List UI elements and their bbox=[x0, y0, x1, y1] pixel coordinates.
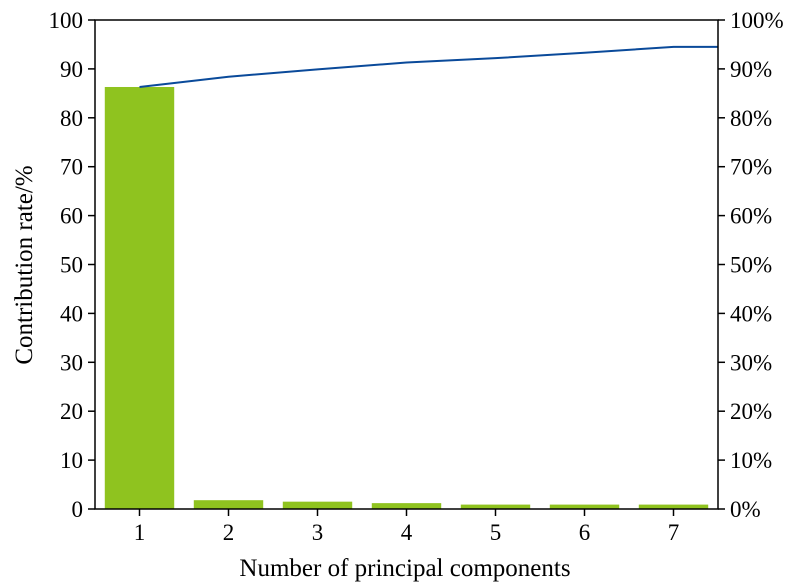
y-tick-label: 50 bbox=[60, 253, 83, 278]
y-right-tick-label: 90% bbox=[730, 57, 772, 82]
x-tick-label: 5 bbox=[490, 520, 502, 545]
y-right-tick-label: 20% bbox=[730, 399, 772, 424]
x-tick-label: 2 bbox=[223, 520, 235, 545]
bar-4 bbox=[371, 503, 442, 509]
y-axis-title: Contribution rate/% bbox=[11, 165, 38, 364]
y-tick-label: 60 bbox=[60, 204, 83, 229]
y-tick-label: 70 bbox=[60, 155, 83, 180]
y-tick-label: 90 bbox=[60, 57, 83, 82]
x-tick-label: 6 bbox=[579, 520, 591, 545]
x-tick-label: 7 bbox=[668, 520, 680, 545]
y-right-tick-label: 10% bbox=[730, 448, 772, 473]
bar-6 bbox=[549, 504, 620, 509]
y-right-tick-label: 70% bbox=[730, 155, 772, 180]
y-tick-label: 40 bbox=[60, 301, 83, 326]
x-axis-title: Number of principal components bbox=[239, 555, 570, 582]
y-tick-label: 30 bbox=[60, 350, 83, 375]
y-tick-label: 20 bbox=[60, 399, 83, 424]
y-tick-label: 10 bbox=[60, 448, 83, 473]
y-tick-label: 80 bbox=[60, 106, 83, 131]
y-right-tick-label: 100% bbox=[730, 8, 784, 33]
y-right-tick-label: 0% bbox=[730, 497, 761, 522]
line-group bbox=[139, 45, 718, 88]
bar-2 bbox=[193, 500, 264, 509]
y-tick-label: 100 bbox=[49, 8, 84, 33]
y-right-tick-label: 40% bbox=[730, 301, 772, 326]
ticks-group: 0 10 20 30 40 50 60 70 80 90 100 0% 10% 20% 30% 40% 50% 6… bbox=[49, 8, 784, 545]
plot-frame bbox=[94, 19, 719, 510]
y-right-tick-label: 50% bbox=[730, 253, 772, 278]
x-tick-label: 1 bbox=[134, 520, 146, 545]
bar-5 bbox=[460, 504, 531, 509]
x-tick-label: 3 bbox=[312, 520, 324, 545]
axes-group bbox=[94, 19, 719, 510]
bar-3 bbox=[282, 501, 353, 509]
bar-7 bbox=[638, 504, 709, 509]
y-right-tick-label: 30% bbox=[730, 350, 772, 375]
cumulative-line bbox=[139, 45, 718, 88]
y-right-tick-label: 80% bbox=[730, 106, 772, 131]
bars-group bbox=[104, 86, 709, 510]
y-tick-label: 0 bbox=[72, 497, 84, 522]
x-tick-label: 4 bbox=[401, 520, 413, 545]
bar-1 bbox=[104, 86, 175, 510]
y-right-tick-label: 60% bbox=[730, 204, 772, 229]
